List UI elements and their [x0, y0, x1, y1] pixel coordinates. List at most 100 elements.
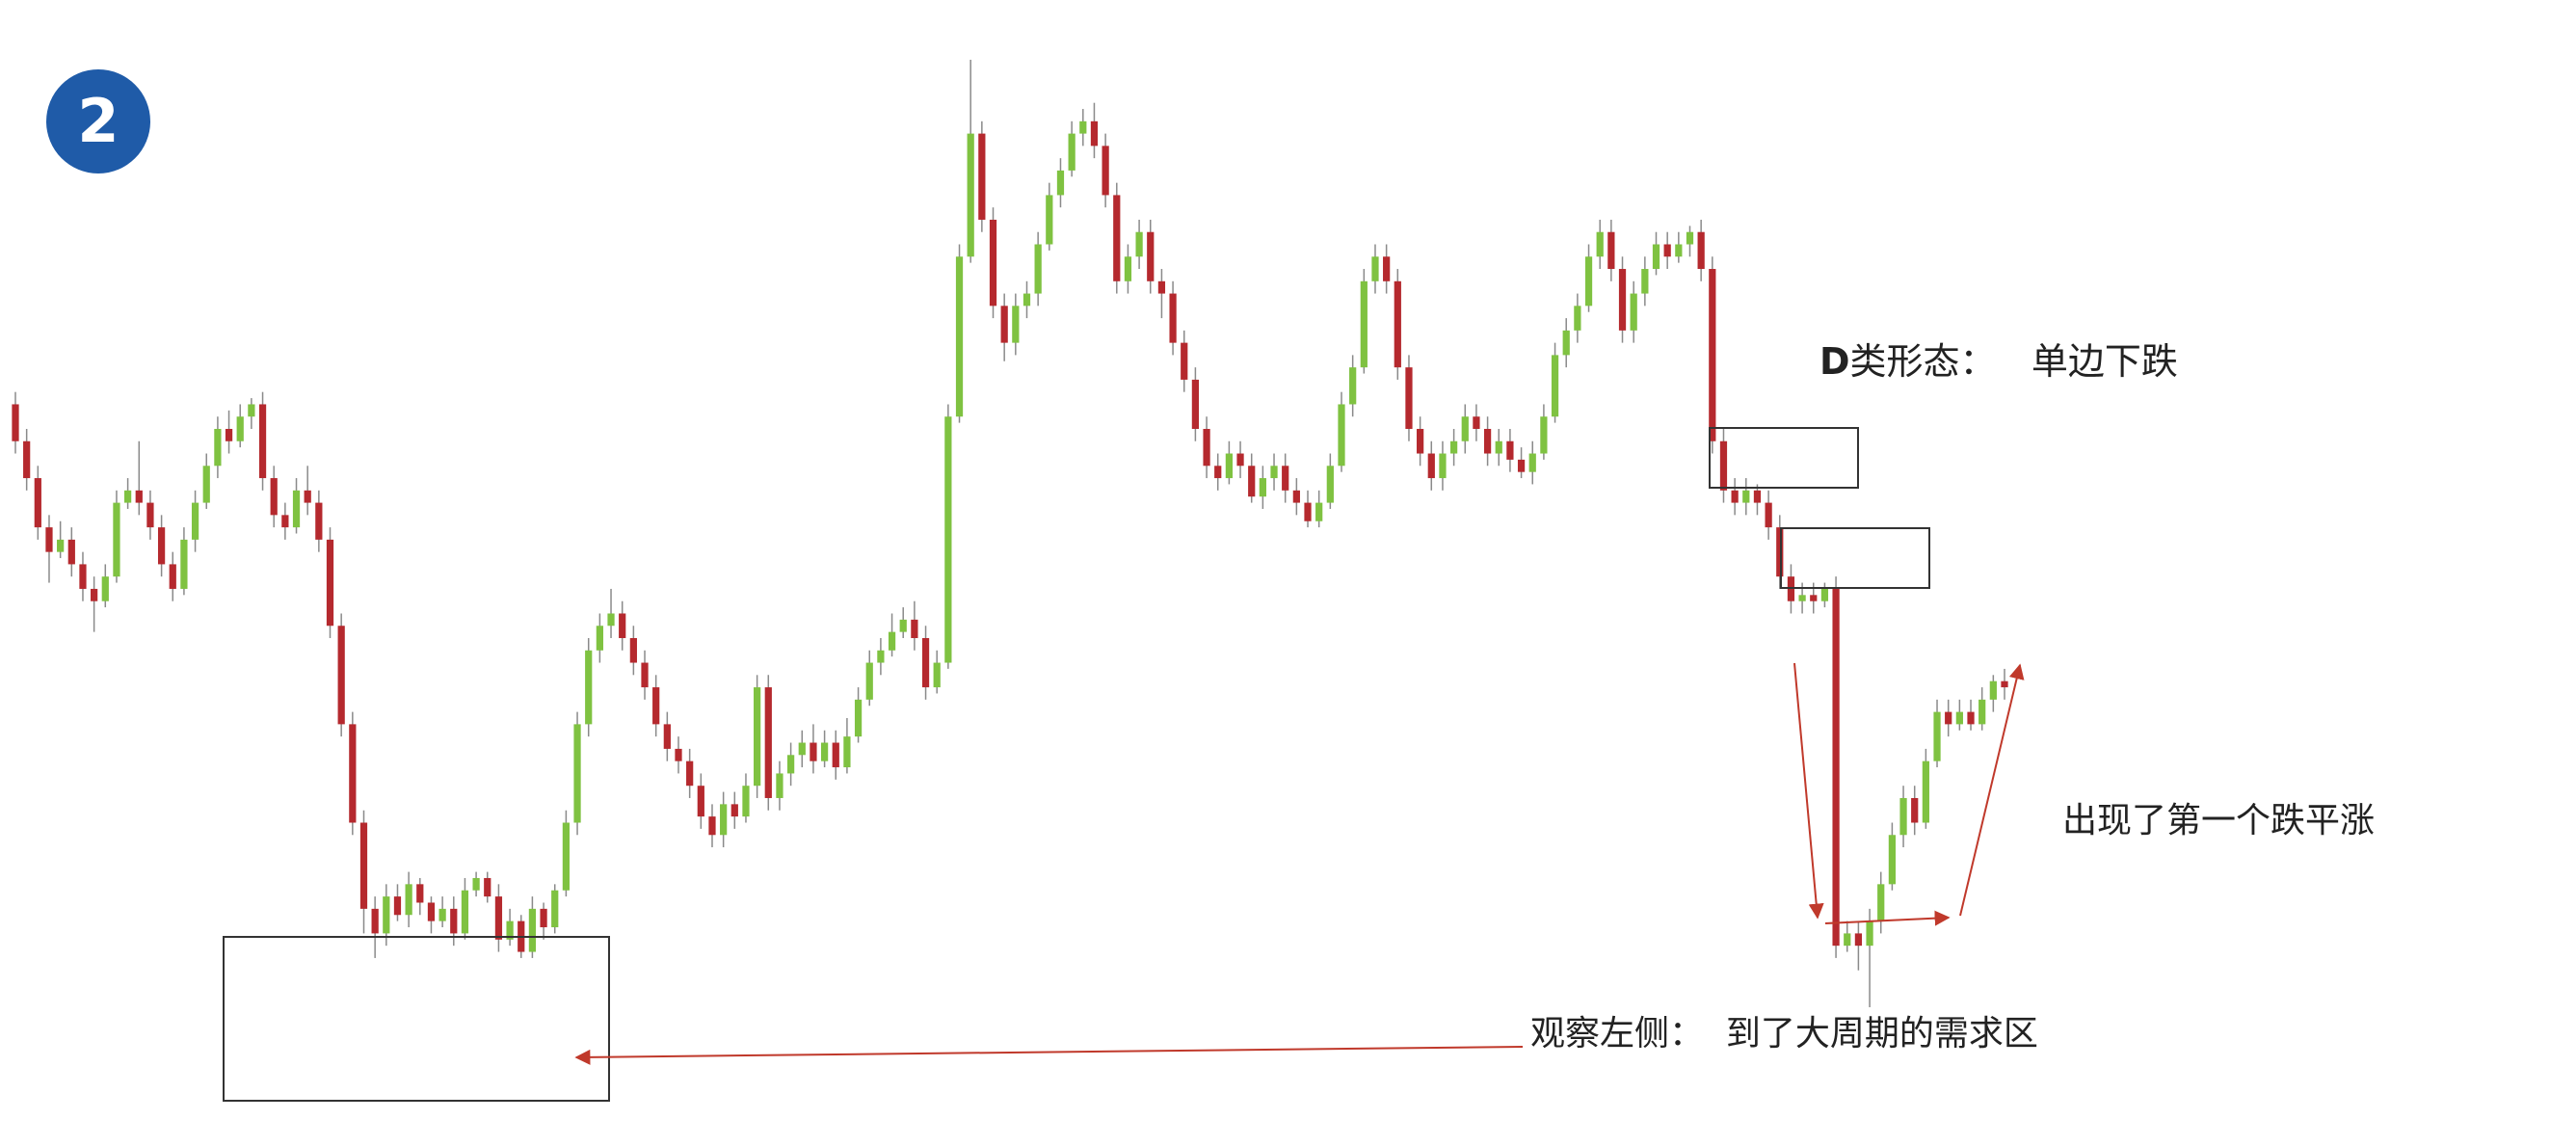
- first-signal-annotation: 出现了第一个跌平涨: [2062, 801, 2376, 840]
- bull-candle: [1046, 195, 1053, 245]
- pattern-type-label: 类形态：: [1849, 340, 1997, 383]
- bull-candle: [1978, 699, 1986, 725]
- bear-candle: [1417, 428, 1424, 454]
- bear-candle: [2001, 680, 2008, 688]
- bear-candle: [1405, 367, 1413, 429]
- demand-zone-box: [223, 936, 610, 1102]
- bear-candle: [281, 515, 289, 528]
- bull-candle: [506, 920, 514, 940]
- bull-candle: [562, 822, 571, 891]
- bull-candle: [1012, 306, 1020, 343]
- bear-candle: [427, 902, 436, 921]
- bear-candle: [1854, 933, 1863, 947]
- bull-candle: [191, 502, 199, 540]
- bull-candle: [1933, 711, 1941, 761]
- pattern-name: 单边下跌: [2031, 340, 2178, 383]
- bear-candle: [1147, 231, 1155, 281]
- bear-candle: [619, 613, 626, 639]
- bear-candle: [45, 527, 53, 552]
- bull-candle: [1315, 502, 1323, 521]
- bull-candle: [1135, 231, 1143, 257]
- bear-candle: [67, 539, 75, 565]
- bear-candle: [1394, 280, 1401, 368]
- bull-candle: [438, 908, 446, 921]
- bull-candle: [123, 490, 132, 503]
- bear-candle: [1607, 231, 1615, 270]
- bull-candle: [1225, 453, 1234, 479]
- bear-candle: [169, 564, 176, 589]
- bear-candle: [416, 884, 424, 903]
- demand-zone-arrow: [574, 1046, 1524, 1065]
- bull-candle: [1528, 453, 1536, 472]
- bull-candle: [1540, 416, 1548, 454]
- bull-candle: [843, 736, 851, 768]
- bear-candle: [1191, 379, 1200, 429]
- bull-candle: [1686, 231, 1694, 245]
- bull-candle: [1641, 269, 1649, 294]
- bear-candle: [1292, 490, 1300, 503]
- bull-candle: [1259, 478, 1266, 497]
- bear-candle: [304, 490, 311, 503]
- bull-candle: [596, 626, 603, 651]
- bull-candle: [113, 502, 120, 577]
- bull-candle: [1034, 244, 1042, 294]
- bull-candle: [573, 724, 581, 823]
- bear-candle: [697, 786, 704, 817]
- bear-candle: [1731, 490, 1739, 503]
- bear-candle: [315, 502, 323, 540]
- bear-candle: [393, 896, 402, 916]
- bull-candle: [1495, 440, 1502, 454]
- bear-candle: [540, 908, 547, 928]
- bear-candle: [1753, 490, 1762, 503]
- bear-candle: [1282, 466, 1289, 491]
- bull-candle: [1562, 330, 1570, 356]
- bear-candle: [675, 748, 682, 761]
- pattern-type-prefix: D: [1819, 340, 1850, 383]
- bear-candle: [79, 564, 87, 589]
- bull-candle: [933, 662, 941, 688]
- bull-candle: [57, 539, 65, 552]
- bear-candle: [135, 490, 143, 503]
- consolidation-box-1: [1709, 427, 1859, 489]
- bull-candle: [1675, 244, 1683, 257]
- bear-candle: [258, 404, 267, 479]
- bull-candle: [742, 786, 750, 817]
- bull-candle: [1022, 293, 1031, 307]
- bull-candle: [955, 256, 964, 417]
- bear-candle: [359, 822, 368, 909]
- bear-candle: [34, 478, 41, 528]
- observe-left-annotation: 观察左侧： 到了大周期的需求区: [1530, 1005, 2038, 1055]
- bull-candle: [1844, 933, 1851, 947]
- consolidation-box-2: [1780, 527, 1930, 589]
- drop-arrow: [1793, 662, 1824, 920]
- bull-candle: [1439, 453, 1447, 479]
- bear-candle: [1203, 428, 1210, 467]
- bear-candle: [1102, 146, 1109, 196]
- bear-candle: [1719, 440, 1728, 491]
- bear-candle: [1427, 453, 1435, 479]
- bull-candle: [1877, 884, 1885, 921]
- bear-candle: [1967, 711, 1975, 725]
- bear-candle: [921, 638, 930, 688]
- pattern-type-annotation: D类形态： 单边下跌: [1819, 332, 2178, 385]
- bear-candle: [1663, 244, 1671, 257]
- bear-candle: [23, 440, 31, 479]
- bear-candle: [978, 133, 986, 220]
- bull-candle: [461, 890, 469, 934]
- bear-candle: [1473, 416, 1480, 429]
- bull-candle: [1079, 120, 1087, 134]
- bear-candle: [641, 662, 649, 688]
- bull-candle: [1371, 256, 1379, 281]
- bull-candle: [1922, 760, 1929, 823]
- bear-candle: [708, 816, 716, 836]
- bull-candle: [1449, 440, 1458, 454]
- bull-candle: [1349, 367, 1357, 405]
- bear-candle: [1181, 342, 1188, 380]
- bear-candle: [989, 219, 997, 307]
- bull-candle: [248, 404, 255, 417]
- bear-candle: [225, 428, 233, 441]
- bear-candle: [629, 638, 637, 663]
- bear-candle: [484, 877, 491, 897]
- bull-candle: [101, 576, 109, 601]
